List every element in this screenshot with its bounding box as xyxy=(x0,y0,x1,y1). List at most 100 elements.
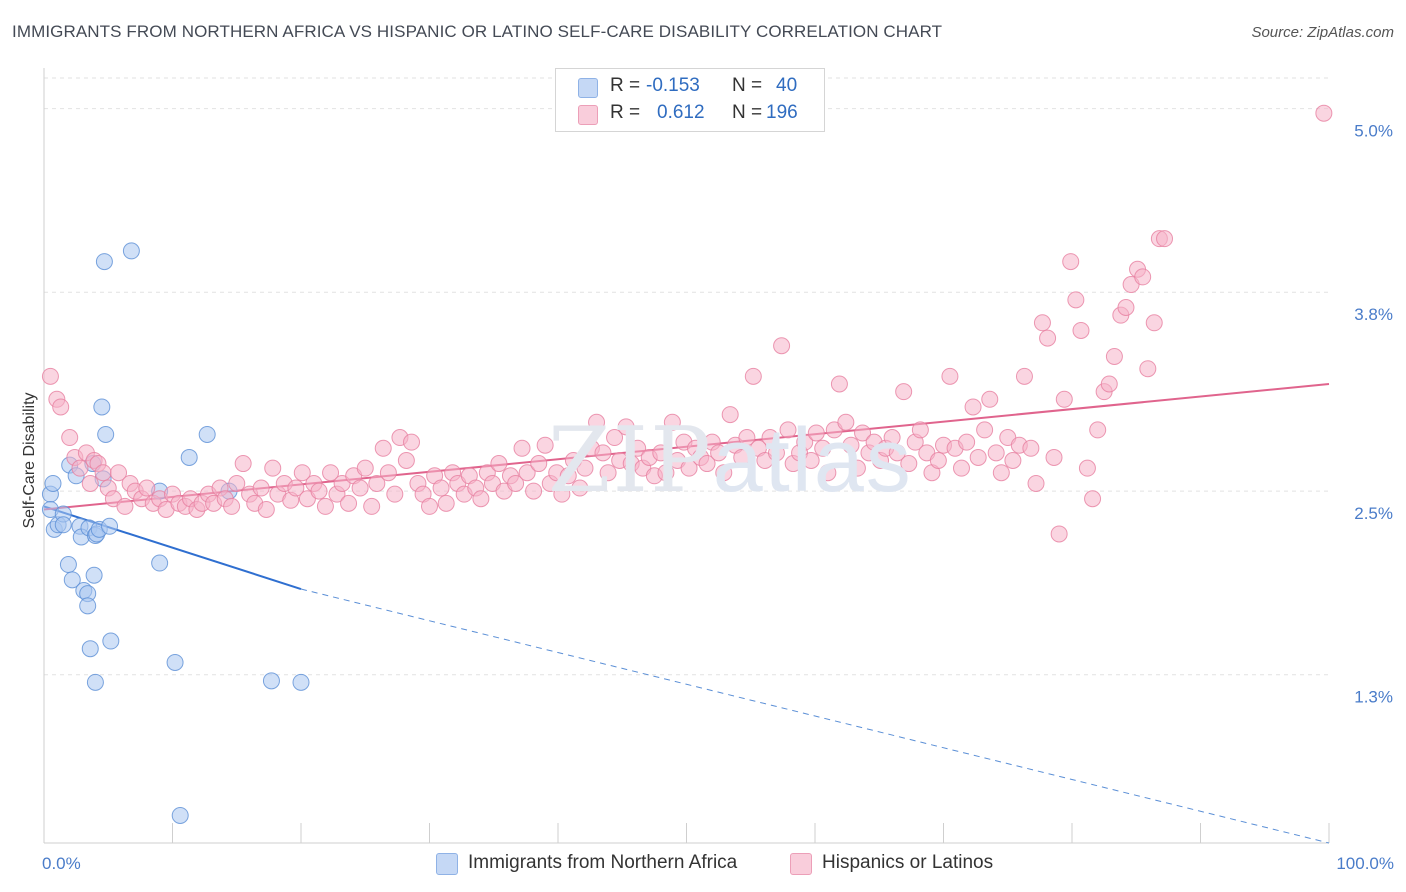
pink-point xyxy=(807,424,825,442)
pink-point xyxy=(1145,314,1163,332)
pink-point xyxy=(61,429,79,447)
pink-point xyxy=(310,482,328,500)
pink-point xyxy=(1015,367,1033,385)
watermark-atlas: atlas xyxy=(712,411,913,511)
pink-point xyxy=(888,444,906,462)
pink-point xyxy=(814,439,832,457)
pink-point xyxy=(680,459,698,477)
pink-point xyxy=(287,479,305,497)
pink-point xyxy=(588,413,606,431)
pink-point xyxy=(94,464,112,482)
pink-point xyxy=(738,429,756,447)
pink-point xyxy=(952,459,970,477)
pink-point xyxy=(657,464,675,482)
legend-n-value: 40 xyxy=(776,75,798,96)
pink-point xyxy=(228,474,246,492)
pink-point xyxy=(81,474,99,492)
legend-r-value: -0.153 xyxy=(646,75,700,96)
legend-r-label: R = xyxy=(610,102,641,123)
pink-point xyxy=(421,497,438,515)
pink-point xyxy=(1084,490,1102,508)
pink-point xyxy=(1105,347,1123,365)
chart-title: IMMIGRANTS FROM NORTHERN AFRICA VS HISPA… xyxy=(12,22,943,41)
pink-point xyxy=(1315,104,1333,122)
pink-point xyxy=(992,464,1010,482)
pink-point xyxy=(733,448,751,466)
pink-point xyxy=(264,459,282,477)
pink-point xyxy=(987,444,1005,462)
pink-point xyxy=(842,436,860,454)
pink-point xyxy=(900,455,918,473)
blue-point xyxy=(292,673,310,691)
blue-point xyxy=(54,516,72,534)
pink-point xyxy=(819,464,837,482)
blue-point xyxy=(81,640,99,658)
pink-point xyxy=(883,429,901,447)
grid-lines xyxy=(44,77,1329,676)
blue-point xyxy=(86,673,104,691)
pink-point xyxy=(403,433,421,451)
blue-point xyxy=(44,474,62,492)
series-label-immigrants: Immigrants from Northern Africa xyxy=(468,852,738,873)
pink-point xyxy=(397,452,415,469)
chart-source: Source: ZipAtlas.com xyxy=(1251,24,1394,41)
correlation-legend: R = -0.153 N = 40 R = 0.612 N = 196 xyxy=(555,68,825,132)
y-tick-label: 1.3% xyxy=(1354,688,1393,707)
blue-point xyxy=(166,653,184,671)
pink-point xyxy=(1033,314,1051,332)
pink-point xyxy=(721,406,739,424)
pink-point xyxy=(652,444,670,462)
pink-point xyxy=(234,455,252,473)
y-tick-label: 2.5% xyxy=(1354,504,1393,523)
pink-point xyxy=(536,436,554,454)
legend-n-label: N = xyxy=(732,102,763,123)
pink-point xyxy=(715,464,733,482)
legend-n-label: N = xyxy=(732,75,763,96)
blue-point xyxy=(122,242,140,260)
pink-point xyxy=(530,455,548,473)
pink-point xyxy=(1022,439,1040,457)
pink-point xyxy=(1039,329,1057,347)
pink-point xyxy=(594,444,612,462)
blue-point xyxy=(85,566,103,584)
pink-point xyxy=(761,429,779,447)
blue-trend-extension xyxy=(300,588,1330,844)
pink-point xyxy=(796,433,814,451)
axes xyxy=(43,68,1330,844)
watermark-zip: ZIP xyxy=(548,408,713,513)
y-tick-label: 3.8% xyxy=(1354,305,1393,324)
series-label-hispanics: Hispanics or Latinos xyxy=(822,852,994,873)
pink-point xyxy=(1062,253,1080,271)
pink-point xyxy=(1045,448,1063,466)
pink-point xyxy=(767,444,785,462)
y-tick-label: 5.0% xyxy=(1354,122,1393,141)
pink-point xyxy=(629,439,647,457)
pink-point xyxy=(252,479,270,497)
pink-point xyxy=(576,459,594,477)
pink-point xyxy=(363,497,381,515)
pink-point xyxy=(1050,525,1068,543)
pink-point xyxy=(518,464,536,482)
pink-point xyxy=(1134,268,1152,286)
blue-point xyxy=(180,448,198,466)
pink-point xyxy=(969,448,987,466)
blue-point xyxy=(151,554,169,572)
pink-point xyxy=(507,474,525,492)
series-swatch-blue xyxy=(436,853,458,875)
pink-point xyxy=(964,398,982,416)
blue-point xyxy=(97,425,115,443)
pink-point xyxy=(698,455,716,473)
legend-swatch-blue xyxy=(578,78,598,98)
legend-r-value: 0.612 xyxy=(657,102,705,123)
x-tick-label: 100.0% xyxy=(1336,854,1394,873)
pink-point xyxy=(437,494,455,512)
y-axis-label: Self-Care Disability xyxy=(21,392,38,528)
series-swatch-pink xyxy=(790,853,812,875)
pink-point xyxy=(1027,474,1045,492)
pink-point xyxy=(1055,390,1073,408)
pink-point xyxy=(710,444,728,462)
legend-swatch-pink xyxy=(578,105,598,125)
blue-point xyxy=(262,672,280,690)
pink-point xyxy=(257,500,275,518)
